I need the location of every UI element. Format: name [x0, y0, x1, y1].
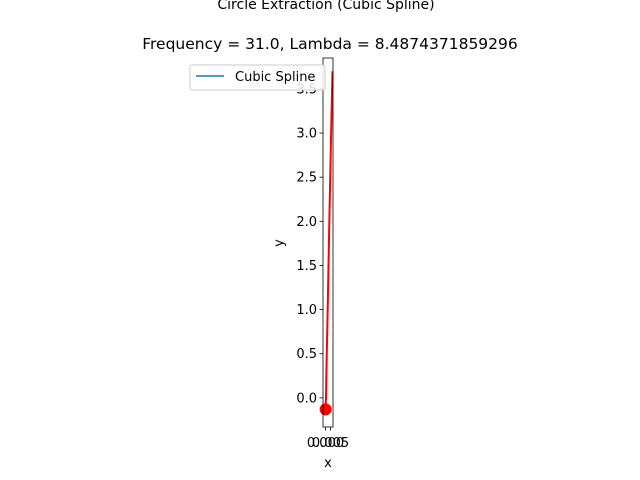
legend: Cubic Spline [189, 64, 326, 91]
data-point [319, 403, 332, 416]
axes-frame [322, 57, 334, 428]
chart-subtitle: Frequency = 31.0, Lambda = 8.48743718592… [142, 35, 518, 53]
y-tick-label: 1.0 [296, 303, 317, 318]
y-tick-label: 0.0 [296, 391, 317, 406]
y-tick-label: 0.5 [296, 347, 317, 362]
y-tick-label: 3.0 [296, 127, 317, 142]
y-tick-label: 2.0 [296, 215, 317, 230]
legend-label-cubic-spline: Cubic Spline [235, 70, 315, 85]
x-tick-label: 0.000 [307, 436, 344, 451]
y-tick-label: 1.5 [296, 259, 317, 274]
legend-box [189, 64, 326, 91]
y-axis-label: y [272, 239, 287, 247]
series-line-2 [324, 71, 334, 416]
plot-area [319, 57, 334, 428]
y-tick-label: 2.5 [296, 171, 317, 186]
chart-title: Circle Extraction (Cubic Spline) [217, 0, 434, 13]
x-tick-label: 0.005 [312, 436, 349, 451]
x-axis-label: x [324, 456, 332, 471]
